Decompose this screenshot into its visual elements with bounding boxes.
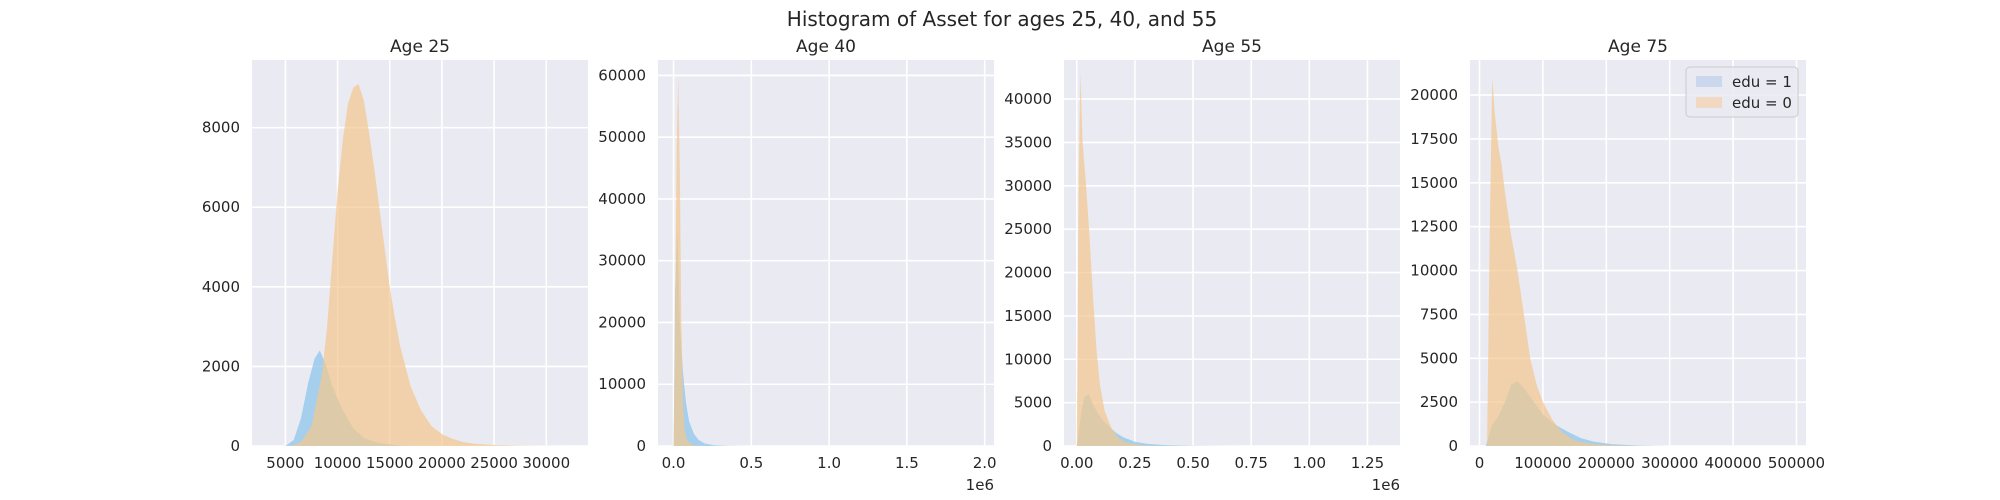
x-tick-label: 400000 xyxy=(1704,454,1761,472)
y-tick-label: 10000 xyxy=(1004,350,1052,368)
x-tick-label: 0.5 xyxy=(739,454,763,472)
legend-label: edu = 0 xyxy=(1732,94,1792,112)
y-tick-label: 4000 xyxy=(202,278,240,296)
plot-background xyxy=(658,60,994,446)
x-tick-label: 1.0 xyxy=(817,454,841,472)
histogram-area-edu-0 xyxy=(290,83,568,447)
x-tick-label: 0.50 xyxy=(1176,454,1209,472)
x-tick-label: 5000 xyxy=(266,454,304,472)
y-tick-label: 10000 xyxy=(598,375,646,393)
y-tick-label: 5000 xyxy=(1420,349,1458,367)
y-tick-label: 8000 xyxy=(202,119,240,137)
panel-title: Age 75 xyxy=(1608,37,1668,57)
x-tick-label: 25000 xyxy=(470,454,518,472)
y-tick-label: 6000 xyxy=(202,198,240,216)
x-tick-label: 20000 xyxy=(418,454,466,472)
x-tick-label: 0.0 xyxy=(662,454,686,472)
legend-label: edu = 1 xyxy=(1732,73,1792,91)
y-tick-label: 2000 xyxy=(202,357,240,375)
x-offset-label: 1e6 xyxy=(1372,476,1400,494)
panel-age-2: 0.00 0.25 0.50 0.75 1.00 1.25 0 5000 10000 15000 2… xyxy=(1004,37,1400,494)
x-tick-label: 2.0 xyxy=(973,454,997,472)
y-tick-label: 10000 xyxy=(1410,262,1458,280)
plot-background xyxy=(1064,60,1400,446)
panel-age-0: 5000 10000 15000 20000 25000 30000 0 2000 4000 60… xyxy=(202,37,588,472)
x-tick-label: 100000 xyxy=(1514,454,1571,472)
y-tick-label: 0 xyxy=(636,437,646,455)
x-tick-label: 10000 xyxy=(314,454,362,472)
y-tick-label: 35000 xyxy=(1004,133,1052,151)
y-tick-label: 15000 xyxy=(1410,174,1458,192)
legend-swatch xyxy=(1696,97,1722,108)
y-tick-label: 20000 xyxy=(1004,264,1052,282)
x-offset-label: 1e6 xyxy=(966,476,994,494)
y-tick-label: 20000 xyxy=(598,313,646,331)
y-tick-label: 2500 xyxy=(1420,393,1458,411)
y-tick-label: 25000 xyxy=(1004,220,1052,238)
x-tick-label: 0.00 xyxy=(1060,454,1093,472)
y-tick-label: 40000 xyxy=(598,190,646,208)
y-tick-label: 0 xyxy=(230,437,240,455)
panel-title: Age 55 xyxy=(1202,37,1262,57)
panel-age-1: 0.0 0.5 1.0 1.5 2.0 0 10000 20000 30000 40000 5000… xyxy=(598,37,996,494)
y-tick-label: 60000 xyxy=(598,66,646,84)
x-tick-label: 500000 xyxy=(1768,454,1825,472)
y-tick-label: 30000 xyxy=(598,252,646,270)
y-tick-label: 50000 xyxy=(598,128,646,146)
y-tick-label: 30000 xyxy=(1004,177,1052,195)
y-tick-label: 12500 xyxy=(1410,218,1458,236)
x-tick-label: 30000 xyxy=(522,454,570,472)
y-tick-label: 5000 xyxy=(1014,394,1052,412)
legend: edu = 1 edu = 0 xyxy=(1685,66,1799,118)
y-tick-label: 20000 xyxy=(1410,86,1458,104)
y-tick-label: 0 xyxy=(1042,437,1052,455)
plot-background xyxy=(252,60,588,446)
x-tick-label: 300000 xyxy=(1641,454,1698,472)
histogram-area-edu-0 xyxy=(1076,73,1159,446)
y-tick-label: 15000 xyxy=(1004,307,1052,325)
panel-age-3: 0 100000 200000 300000 400000 500000 0 2500 5000… xyxy=(1410,37,1825,472)
y-tick-label: 7500 xyxy=(1420,305,1458,323)
x-tick-label: 0.75 xyxy=(1234,454,1267,472)
x-tick-label: 0 xyxy=(1475,454,1485,472)
y-tick-label: 17500 xyxy=(1410,130,1458,148)
panel-title: Age 25 xyxy=(390,37,450,57)
panels: 5000 10000 15000 20000 25000 3000002000400060… xyxy=(202,37,1825,494)
panel-title: Age 40 xyxy=(796,37,856,57)
y-tick-label: 40000 xyxy=(1004,90,1052,108)
x-tick-label: 200000 xyxy=(1578,454,1635,472)
y-tick-label: 0 xyxy=(1448,437,1458,455)
legend-swatch xyxy=(1696,76,1722,87)
histogram-area-edu-0 xyxy=(1487,77,1645,446)
figure-title: Histogram of Asset for ages 25, 40, and … xyxy=(787,7,1217,31)
x-tick-label: 0.25 xyxy=(1118,454,1151,472)
x-tick-label: 1.00 xyxy=(1293,454,1326,472)
x-tick-label: 1.25 xyxy=(1351,454,1384,472)
x-tick-label: 1.5 xyxy=(895,454,919,472)
histogram-area-edu-0 xyxy=(673,75,705,447)
x-tick-label: 15000 xyxy=(366,454,414,472)
